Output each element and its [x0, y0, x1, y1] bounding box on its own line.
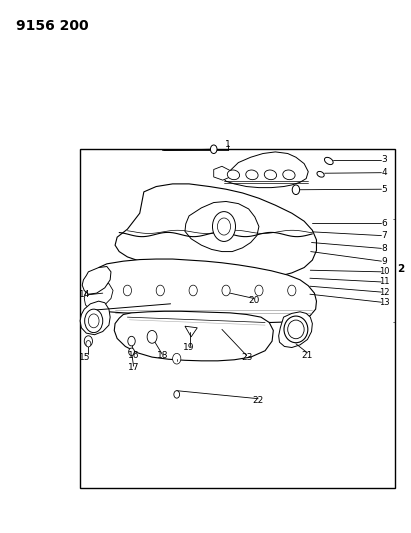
Ellipse shape: [317, 172, 324, 177]
Circle shape: [84, 336, 92, 346]
Circle shape: [129, 348, 134, 356]
Text: 7: 7: [381, 231, 387, 240]
Ellipse shape: [227, 170, 240, 180]
Polygon shape: [114, 311, 273, 361]
Text: 5: 5: [381, 185, 387, 193]
Text: 21: 21: [302, 351, 313, 360]
Text: 2: 2: [397, 264, 404, 274]
Ellipse shape: [246, 170, 258, 180]
Text: 1: 1: [225, 141, 231, 149]
Circle shape: [156, 285, 164, 296]
Polygon shape: [222, 152, 308, 188]
Ellipse shape: [264, 170, 277, 180]
Text: 9156 200: 9156 200: [16, 19, 89, 33]
Text: 8: 8: [381, 244, 387, 253]
Circle shape: [288, 285, 296, 296]
Circle shape: [123, 285, 132, 296]
Bar: [80, 149, 395, 488]
Circle shape: [255, 285, 263, 296]
Text: 19: 19: [183, 343, 195, 352]
Polygon shape: [279, 312, 312, 348]
Circle shape: [88, 314, 99, 328]
Text: 6: 6: [381, 219, 387, 228]
Text: 23: 23: [241, 353, 252, 361]
Polygon shape: [80, 301, 110, 335]
Circle shape: [189, 285, 197, 296]
Polygon shape: [185, 201, 259, 252]
Text: 16: 16: [128, 351, 139, 360]
Text: 17: 17: [128, 364, 139, 372]
Ellipse shape: [324, 157, 333, 165]
Polygon shape: [115, 184, 316, 278]
Polygon shape: [82, 266, 111, 294]
Text: 14: 14: [79, 290, 91, 299]
Circle shape: [210, 145, 217, 154]
Circle shape: [173, 353, 181, 364]
Ellipse shape: [288, 320, 304, 339]
Circle shape: [85, 309, 103, 333]
Text: 20: 20: [248, 296, 260, 304]
Circle shape: [292, 185, 300, 195]
Ellipse shape: [284, 316, 308, 343]
Circle shape: [147, 330, 157, 343]
Ellipse shape: [283, 170, 295, 180]
Circle shape: [128, 336, 135, 346]
Text: 10: 10: [379, 268, 390, 276]
Text: 4: 4: [381, 168, 387, 177]
Text: 3: 3: [381, 156, 387, 164]
Text: 15: 15: [79, 353, 91, 361]
Text: 18: 18: [157, 351, 168, 360]
Polygon shape: [92, 259, 316, 322]
Text: 9: 9: [381, 257, 387, 265]
Circle shape: [222, 285, 230, 296]
Text: 11: 11: [379, 278, 390, 286]
Text: 22: 22: [252, 397, 264, 405]
Text: 12: 12: [379, 288, 390, 296]
Circle shape: [217, 218, 231, 235]
Text: 13: 13: [379, 298, 390, 306]
Polygon shape: [84, 284, 113, 309]
Circle shape: [212, 212, 236, 241]
Polygon shape: [214, 166, 230, 180]
Circle shape: [174, 391, 180, 398]
Circle shape: [86, 341, 91, 347]
Polygon shape: [185, 326, 197, 337]
